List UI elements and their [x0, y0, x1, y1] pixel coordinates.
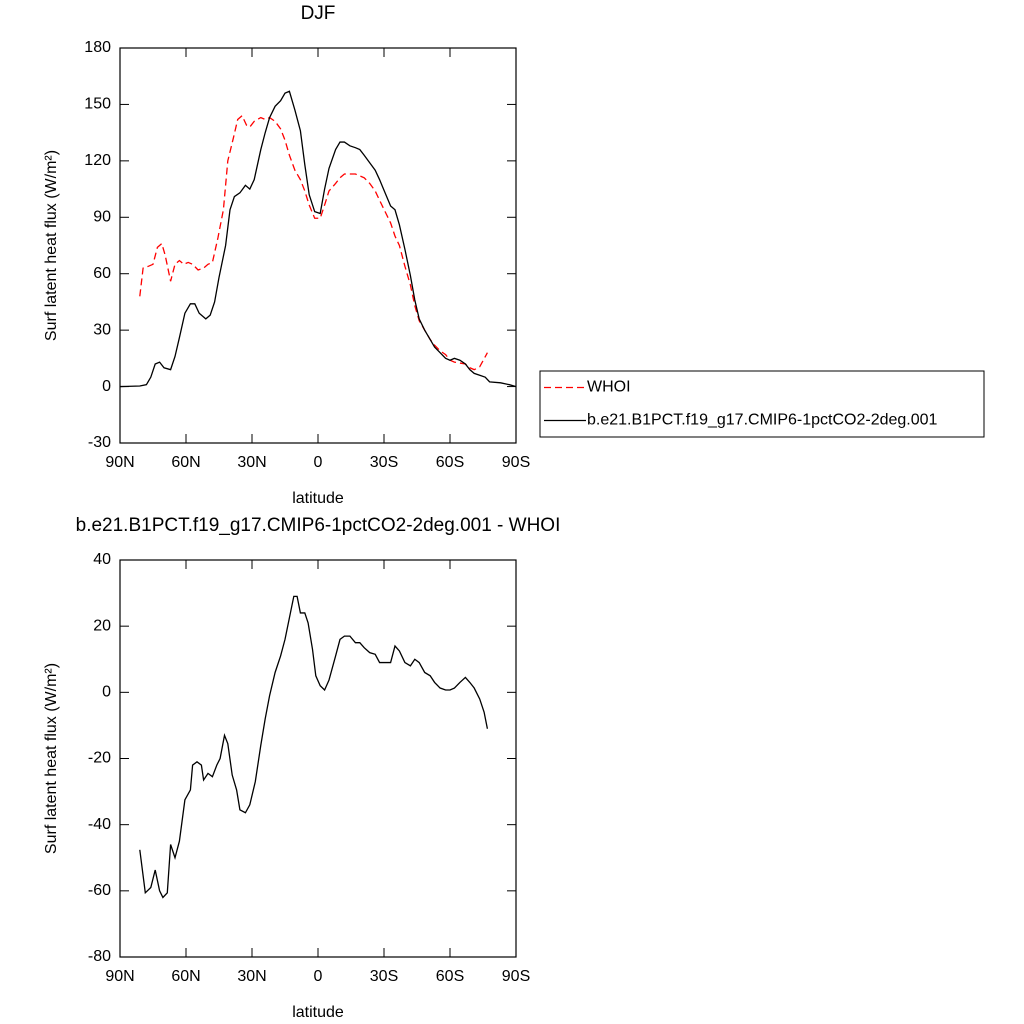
x-tick-label: 60S: [436, 968, 464, 985]
y-tick-label: 20: [93, 617, 111, 634]
y-tick-label: -60: [88, 882, 111, 899]
x-axis-label: latitude: [292, 490, 344, 507]
x-tick-label: 30N: [237, 968, 266, 985]
x-tick-label: 30S: [370, 968, 398, 985]
legend-label: WHOI: [587, 379, 631, 396]
y-tick-label: 60: [93, 265, 111, 282]
x-tick-label: 90N: [105, 968, 134, 985]
x-tick-label: 0: [314, 454, 323, 471]
x-tick-label: 60N: [171, 968, 200, 985]
y-tick-label: 120: [84, 152, 111, 169]
x-tick-label: 90S: [502, 968, 530, 985]
y-tick-label: 180: [84, 39, 111, 56]
legend-label: b.e21.B1PCT.f19_g17.CMIP6-1pctCO2-2deg.0…: [587, 412, 938, 429]
y-axis-label: Surf latent heat flux (W/m²): [43, 150, 60, 341]
x-tick-label: 30N: [237, 454, 266, 471]
data-line: [139, 114, 488, 371]
chart-title: DJF: [301, 3, 336, 24]
plot-frame: [119, 47, 517, 444]
x-tick-label: 60N: [171, 454, 200, 471]
x-tick-label: 30S: [370, 454, 398, 471]
x-tick-label: 90S: [502, 454, 530, 471]
x-tick-label: 0: [314, 968, 323, 985]
legend: WHOI b.e21.B1PCT.f19_g17.CMIP6-1pctCO2-2d…: [539, 370, 985, 438]
data-line: [119, 90, 517, 388]
y-tick-label: 40: [93, 551, 111, 568]
y-tick-label: -20: [88, 750, 111, 767]
y-tick-label: 0: [102, 378, 111, 395]
y-tick-label: -40: [88, 816, 111, 833]
chart-title: b.e21.B1PCT.f19_g17.CMIP6-1pctCO2-2deg.0…: [76, 515, 561, 536]
y-tick-label: -80: [88, 948, 111, 965]
y-tick-label: -30: [88, 434, 111, 451]
legend-box: [539, 370, 985, 438]
y-axis-label: Surf latent heat flux (W/m²): [43, 663, 60, 854]
y-tick-label: 0: [102, 684, 111, 701]
x-tick-label: 60S: [436, 454, 464, 471]
y-tick-label: 90: [93, 209, 111, 226]
y-tick-label: 30: [93, 321, 111, 338]
y-tick-label: 150: [84, 96, 111, 113]
data-line: [139, 595, 489, 899]
x-axis-label: latitude: [292, 1004, 344, 1021]
x-tick-label: 90N: [105, 454, 134, 471]
plot-frame: [119, 559, 517, 958]
